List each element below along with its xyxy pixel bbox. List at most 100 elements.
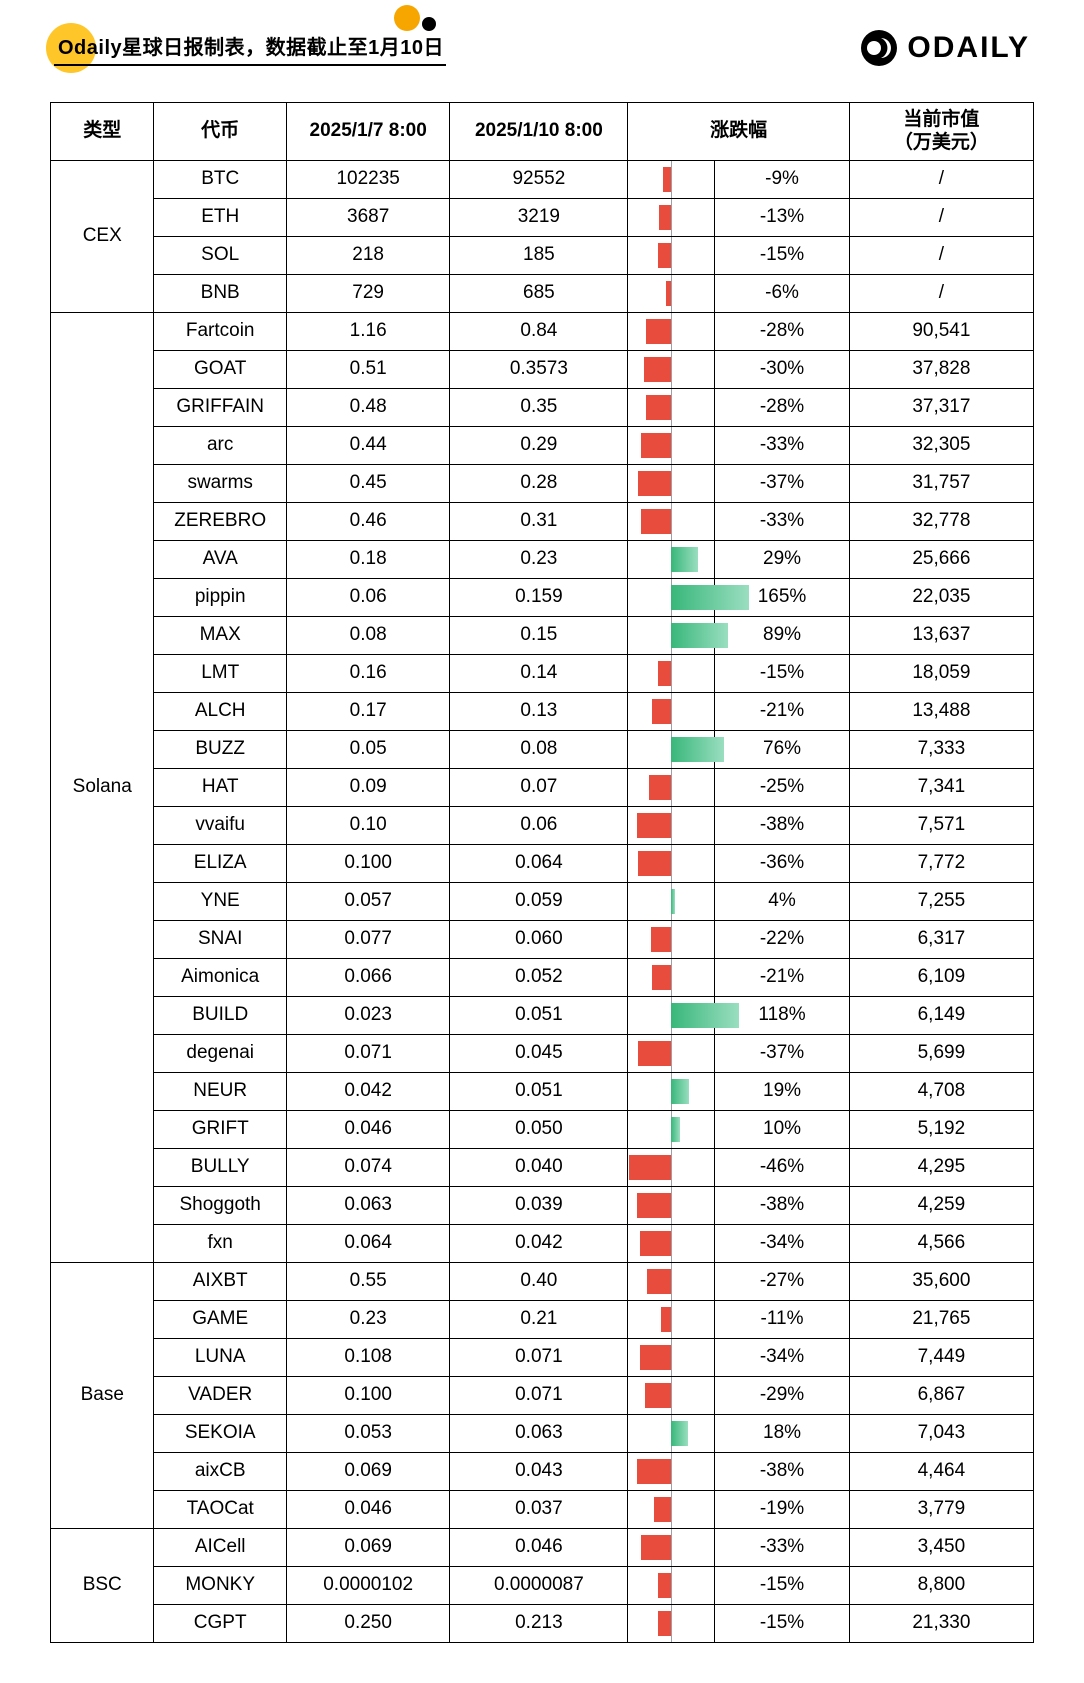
- cell-change-bar: [628, 1225, 715, 1263]
- bar-negative: [654, 1497, 671, 1522]
- bar-negative: [658, 1573, 672, 1598]
- table-row: TAOCat0.0460.037-19%3,779: [51, 1491, 1034, 1529]
- cell-change-bar: [628, 1301, 715, 1339]
- cell-price-1: 0.108: [286, 1339, 449, 1377]
- cell-token: Fartcoin: [154, 313, 286, 351]
- bar-negative: [644, 357, 671, 382]
- cell-price-2: 0.071: [450, 1339, 628, 1377]
- cell-token: BULLY: [154, 1149, 286, 1187]
- cell-price-1: 0.066: [286, 959, 449, 997]
- bar-negative: [661, 1307, 671, 1332]
- cell-price-2: 685: [450, 275, 628, 313]
- cell-price-2: 0.051: [450, 1073, 628, 1111]
- cell-price-1: 0.042: [286, 1073, 449, 1111]
- cell-mcap: 13,488: [849, 693, 1033, 731]
- cell-price-2: 0.07: [450, 769, 628, 807]
- bar-negative: [659, 205, 671, 230]
- cell-token: MAX: [154, 617, 286, 655]
- table-row: fxn0.0640.042-34%4,566: [51, 1225, 1034, 1263]
- cell-price-1: 0.46: [286, 503, 449, 541]
- cell-price-2: 0.046: [450, 1529, 628, 1567]
- cell-token: LUNA: [154, 1339, 286, 1377]
- cell-price-1: 0.48: [286, 389, 449, 427]
- cell-price-1: 0.100: [286, 1377, 449, 1415]
- cell-price-1: 1.16: [286, 313, 449, 351]
- cell-mcap: /: [849, 161, 1033, 199]
- cell-token: BUZZ: [154, 731, 286, 769]
- cell-change-bar: [628, 237, 715, 275]
- bar-negative: [637, 813, 672, 838]
- cell-price-1: 0.064: [286, 1225, 449, 1263]
- bar-negative: [666, 281, 671, 306]
- bar-negative: [645, 1383, 671, 1408]
- cell-mcap: 7,341: [849, 769, 1033, 807]
- table-row: SNAI0.0770.060-22%6,317: [51, 921, 1034, 959]
- table-row: arc0.440.29-33%32,305: [51, 427, 1034, 465]
- cell-mcap: 37,828: [849, 351, 1033, 389]
- cell-mcap: /: [849, 275, 1033, 313]
- table-row: VADER0.1000.071-29%6,867: [51, 1377, 1034, 1415]
- bar-negative: [649, 775, 672, 800]
- cell-token: MONKY: [154, 1567, 286, 1605]
- cell-mcap: 3,779: [849, 1491, 1033, 1529]
- cell-mcap: 32,778: [849, 503, 1033, 541]
- cell-price-1: 0.069: [286, 1529, 449, 1567]
- cell-price-1: 0.057: [286, 883, 449, 921]
- cell-change-value: -15%: [715, 655, 850, 693]
- decor-dot-orange: [394, 5, 420, 31]
- cell-change-bar: [628, 275, 715, 313]
- cell-mcap: 4,708: [849, 1073, 1033, 1111]
- cell-token: AVA: [154, 541, 286, 579]
- bar-positive: [671, 585, 749, 610]
- table-row: BUILD0.0230.051118%6,149: [51, 997, 1034, 1035]
- cell-token: arc: [154, 427, 286, 465]
- cell-price-2: 0.3573: [450, 351, 628, 389]
- bar-negative: [638, 1041, 672, 1066]
- table-row: LUNA0.1080.071-34%7,449: [51, 1339, 1034, 1377]
- cell-price-1: 0.0000102: [286, 1567, 449, 1605]
- group-label: BSC: [51, 1529, 154, 1643]
- header: Odaily星球日报制表，数据截止至1月10日 ODAILY: [50, 30, 1034, 66]
- cell-change-value: -33%: [715, 503, 850, 541]
- cell-token: HAT: [154, 769, 286, 807]
- cell-price-2: 0.06: [450, 807, 628, 845]
- cell-price-2: 0.28: [450, 465, 628, 503]
- cell-mcap: 6,109: [849, 959, 1033, 997]
- table-row: GOAT0.510.3573-30%37,828: [51, 351, 1034, 389]
- th-p2: 2025/1/10 8:00: [450, 103, 628, 161]
- cell-price-2: 0.84: [450, 313, 628, 351]
- bar-positive: [671, 1421, 687, 1446]
- cell-change-value: -34%: [715, 1339, 850, 1377]
- cell-price-2: 0.063: [450, 1415, 628, 1453]
- cell-change-bar: [628, 997, 715, 1035]
- logo-icon: [861, 30, 897, 66]
- cell-price-2: 0.31: [450, 503, 628, 541]
- th-mcap: 当前市值（万美元）: [849, 103, 1033, 161]
- cell-token: BNB: [154, 275, 286, 313]
- table-row: AVA0.180.2329%25,666: [51, 541, 1034, 579]
- logo-text: ODAILY: [907, 31, 1030, 65]
- table-row: vvaifu0.100.06-38%7,571: [51, 807, 1034, 845]
- cell-change-bar: [628, 1263, 715, 1301]
- cell-token: NEUR: [154, 1073, 286, 1111]
- cell-token: AICell: [154, 1529, 286, 1567]
- cell-price-1: 0.071: [286, 1035, 449, 1073]
- cell-change-bar: [628, 1035, 715, 1073]
- bar-negative: [658, 661, 672, 686]
- cell-mcap: 7,255: [849, 883, 1033, 921]
- cell-mcap: 31,757: [849, 465, 1033, 503]
- cell-mcap: 4,464: [849, 1453, 1033, 1491]
- cell-token: SEKOIA: [154, 1415, 286, 1453]
- bar-negative: [647, 1269, 672, 1294]
- cell-change-bar: [628, 1491, 715, 1529]
- table-row: aixCB0.0690.043-38%4,464: [51, 1453, 1034, 1491]
- cell-price-1: 0.046: [286, 1111, 449, 1149]
- cell-price-1: 0.053: [286, 1415, 449, 1453]
- cell-price-1: 0.100: [286, 845, 449, 883]
- cell-mcap: 8,800: [849, 1567, 1033, 1605]
- cell-price-2: 0.0000087: [450, 1567, 628, 1605]
- price-table: 类型 代币 2025/1/7 8:00 2025/1/10 8:00 涨跌幅 当…: [50, 102, 1034, 1643]
- cell-change-bar: [628, 1111, 715, 1149]
- cell-price-2: 0.039: [450, 1187, 628, 1225]
- cell-change-value: -27%: [715, 1263, 850, 1301]
